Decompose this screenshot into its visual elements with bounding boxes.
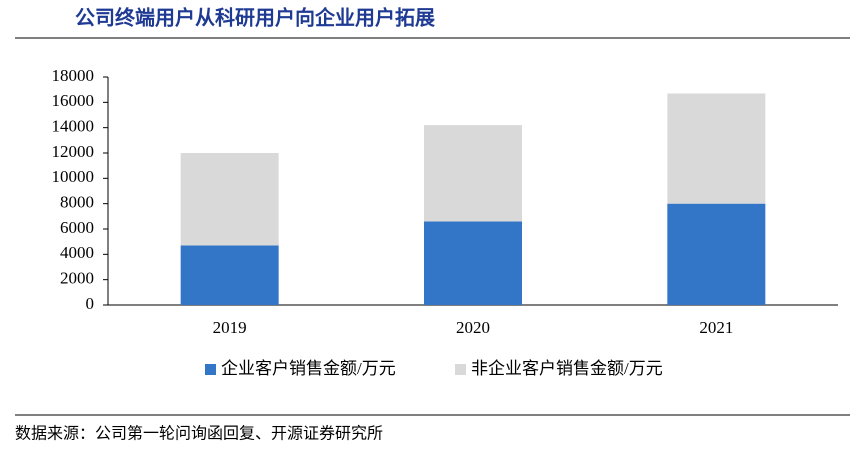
y-tick-label: 14000 [52, 117, 95, 136]
y-tick-label: 12000 [52, 142, 95, 161]
bar-segment [667, 93, 766, 204]
x-tick-label: 2019 [213, 318, 247, 337]
legend-label: 企业客户销售金额/万元 [221, 359, 396, 378]
x-tick-label: 2020 [456, 318, 490, 337]
y-tick-label: 10000 [52, 167, 95, 186]
y-tick-label: 16000 [52, 91, 95, 110]
x-tick-label: 2021 [699, 318, 733, 337]
y-tick-label: 4000 [60, 243, 94, 262]
source: 数据来源：公司第一轮问询函回复、开源证券研究所 [15, 425, 383, 443]
bar-segment [667, 203, 766, 305]
y-tick-label: 2000 [60, 269, 94, 288]
y-tick-label: 8000 [60, 193, 94, 212]
bar-segment [424, 125, 522, 222]
y-tick-label: 6000 [60, 218, 94, 237]
legend-label: 非企业客户销售金额/万元 [471, 359, 663, 378]
legend-swatch [455, 364, 466, 375]
bar-segment [180, 245, 279, 305]
y-tick-label: 0 [86, 294, 95, 313]
y-tick-label: 18000 [52, 66, 95, 85]
chart-title: 公司终端用户从科研用户向企业用户拓展 [75, 6, 435, 30]
bar-segment [180, 153, 279, 246]
bar-segment [424, 221, 522, 305]
legend-swatch [205, 364, 216, 375]
